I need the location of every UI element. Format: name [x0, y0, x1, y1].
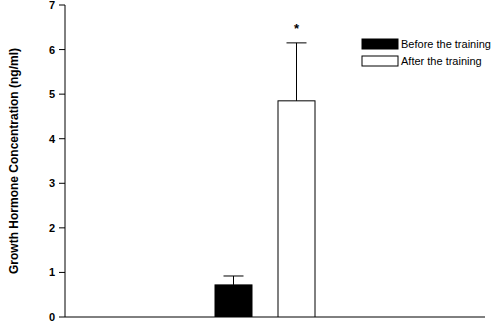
y-tick-label: 4 [49, 133, 56, 145]
legend-label: After the training [401, 55, 482, 67]
y-tick [59, 227, 65, 228]
y-tick [59, 94, 65, 95]
y-tick [59, 272, 65, 273]
y-axis-title: Growth Hormone Concentration (ng/ml) [7, 48, 21, 274]
y-tick [59, 138, 65, 139]
annotations: * [294, 21, 300, 36]
legend-swatch [362, 56, 398, 66]
y-tick-label: 0 [49, 311, 55, 323]
error-bar [287, 43, 307, 101]
y-tick-label: 3 [49, 177, 55, 189]
bar [278, 101, 315, 317]
x-axis-line [65, 317, 485, 318]
legend: Before the training After the training [362, 38, 491, 67]
error-bar [224, 276, 244, 285]
error-cap [287, 42, 307, 43]
chart-svg: 0 1 2 3 4 5 6 7 Growth Hormone Concentration (ng… [0, 0, 492, 326]
error-cap [224, 275, 244, 276]
y-tick-label: 1 [49, 266, 55, 278]
legend-swatch [362, 39, 398, 49]
bar [215, 285, 252, 317]
y-axis-line [65, 5, 66, 317]
significance-mark: * [294, 21, 300, 36]
y-tick [59, 49, 65, 50]
y-tick-label: 6 [49, 44, 55, 56]
y-tick-label: 5 [49, 88, 55, 100]
chart-root: 0 1 2 3 4 5 6 7 Growth Hormone Concentration (ng… [0, 0, 492, 326]
y-tick [59, 5, 65, 6]
y-tick [59, 183, 65, 184]
y-tick-label: 7 [49, 0, 55, 11]
legend-label: Before the training [401, 38, 491, 50]
error-stem [233, 276, 234, 285]
marks [215, 43, 315, 317]
y-tick [59, 317, 65, 318]
y-tick-label: 2 [49, 222, 55, 234]
error-stem [296, 43, 297, 101]
